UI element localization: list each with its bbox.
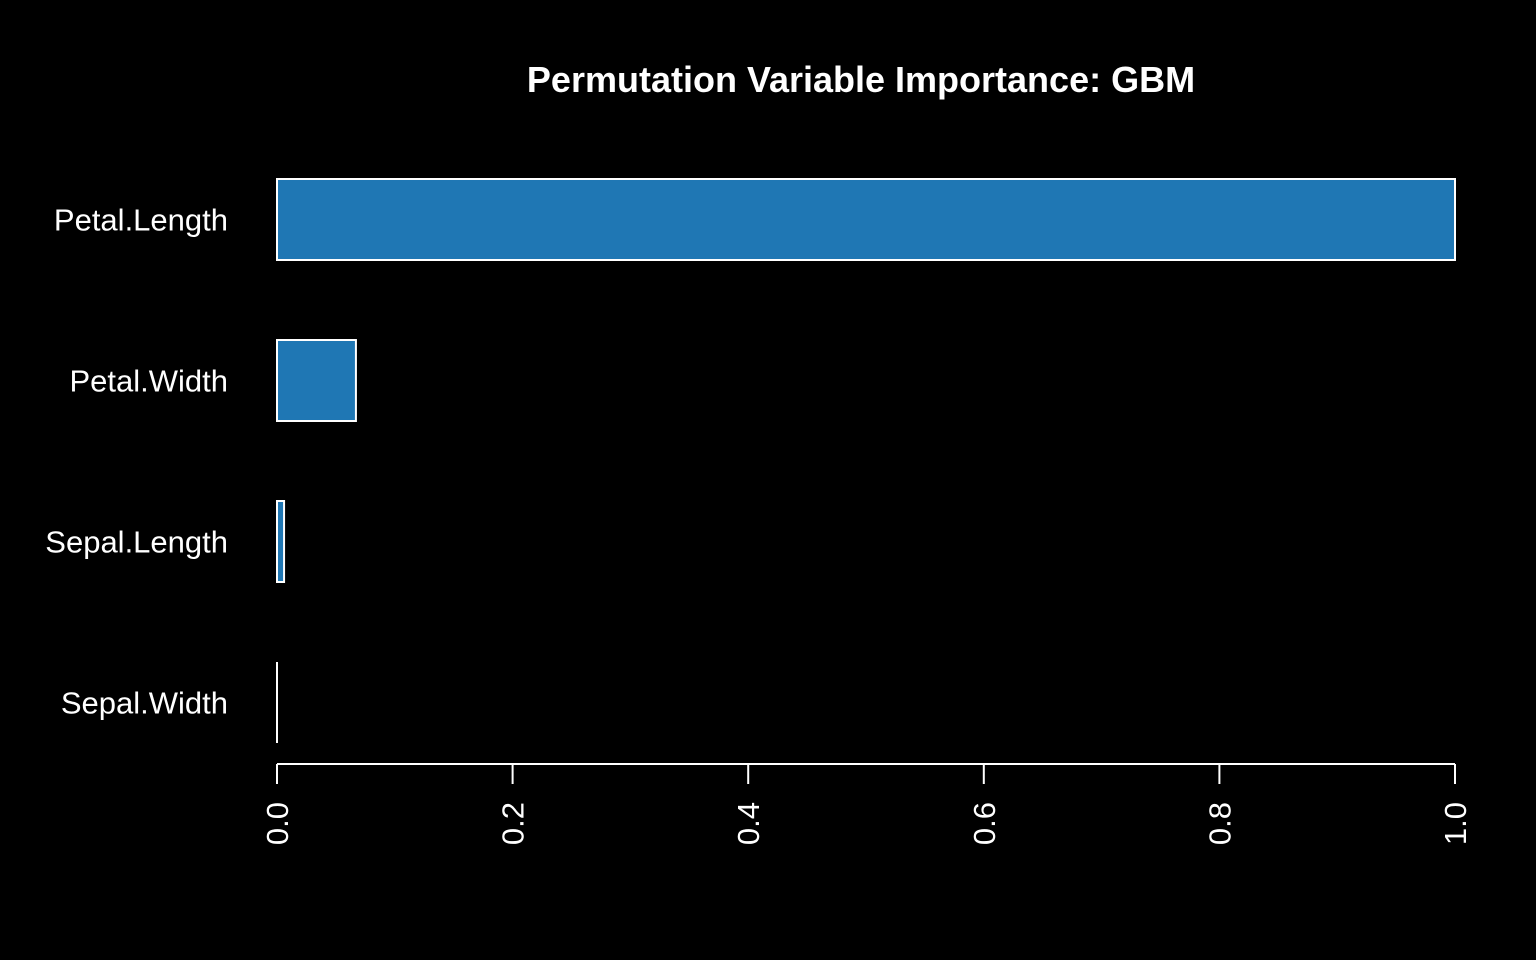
x-tick-label: 0.6: [967, 802, 1002, 845]
bars-group: [276, 178, 1456, 743]
bar-petal-length: [276, 178, 1456, 261]
x-tick-label: 1.0: [1438, 802, 1473, 845]
category-label-petal-width: Petal.Width: [69, 364, 228, 399]
x-tick-label: 0.4: [731, 802, 766, 845]
category-label-petal-length: Petal.Length: [54, 203, 228, 238]
category-label-sepal-length: Sepal.Length: [45, 525, 228, 560]
x-tick-label: 0.0: [260, 802, 295, 845]
x-tick-label: 0.8: [1202, 802, 1237, 845]
bar-sepal-length: [276, 500, 286, 583]
x-tick-label: 0.2: [496, 802, 531, 845]
x-axis: 0.0 0.2 0.4 0.6 0.8 1.0: [260, 763, 1473, 845]
chart-title: Permutation Variable Importance: GBM: [527, 59, 1195, 100]
category-labels: Petal.Length Petal.Width Sepal.Length Sepal…: [45, 203, 228, 721]
bar-petal-width: [276, 339, 357, 422]
category-label-sepal-width: Sepal.Width: [61, 686, 228, 721]
